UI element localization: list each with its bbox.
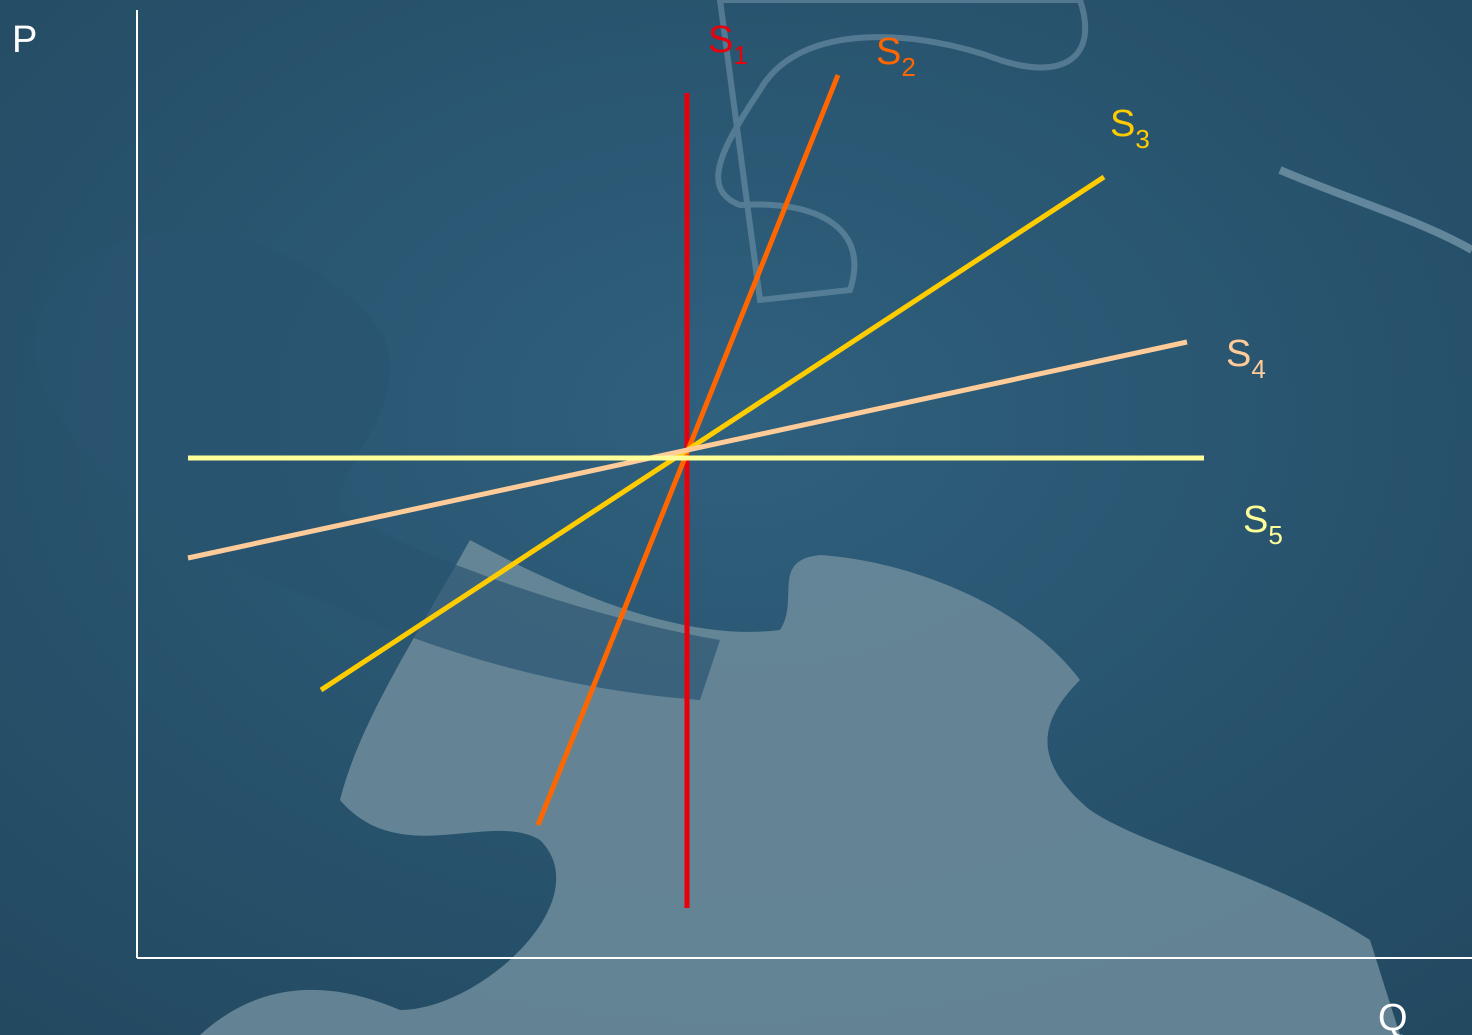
curve-letter: S [1226,333,1251,375]
curve-index: 2 [901,52,915,82]
curve-label: S5 [1243,499,1283,550]
y-axis-label: P [12,19,37,61]
curve-index: 1 [733,40,747,70]
supply-curve [187,339,1188,561]
curve-letter: S [708,19,733,61]
curve-label: S4 [1226,333,1266,384]
puzzle-edge [715,0,1089,304]
supply-curve [319,174,1106,693]
curve-letter: S [876,31,901,73]
curve-label: S3 [1110,103,1150,154]
curve-letter: S [1110,103,1135,145]
curve-index: 5 [1268,520,1282,550]
curve-index: 4 [1251,354,1265,384]
puzzle-piece [34,231,720,700]
curve-label: S1 [708,19,748,70]
curve-letter: S [1243,499,1268,541]
puzzle-edge [1278,166,1472,254]
curve-label: S2 [876,31,916,82]
x-axis-label: Q [1378,997,1408,1035]
curve-index: 3 [1135,124,1149,154]
